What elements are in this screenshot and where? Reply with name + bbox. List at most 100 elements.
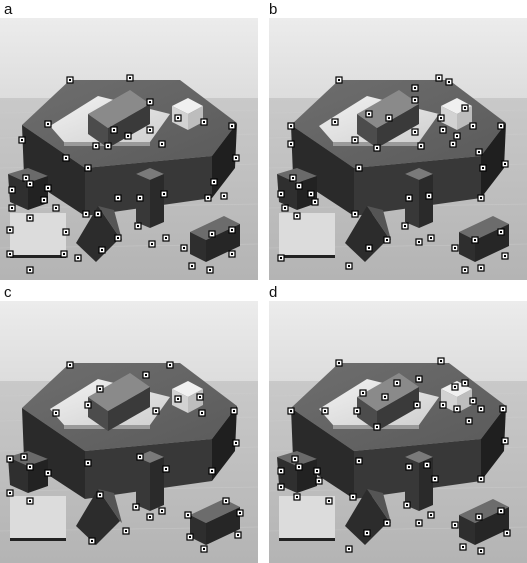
corner-marker-center bbox=[348, 265, 350, 267]
corner-marker-center bbox=[29, 269, 31, 271]
corner-marker-center bbox=[352, 496, 354, 498]
corner-marker-center bbox=[480, 408, 482, 410]
corner-marker-center bbox=[480, 197, 482, 199]
corner-marker-center bbox=[474, 239, 476, 241]
corner-marker-center bbox=[87, 167, 89, 169]
corner-marker-center bbox=[404, 225, 406, 227]
corner-marker-center bbox=[504, 163, 506, 165]
corner-marker-center bbox=[187, 514, 189, 516]
corner-marker-center bbox=[9, 492, 11, 494]
corner-marker-center bbox=[368, 247, 370, 249]
corner-marker-center bbox=[414, 131, 416, 133]
corner-marker-center bbox=[418, 241, 420, 243]
corner-marker-center bbox=[149, 516, 151, 518]
corner-marker-center bbox=[213, 181, 215, 183]
corner-marker-center bbox=[95, 145, 97, 147]
block-scene-image bbox=[269, 18, 527, 280]
corner-marker-center bbox=[456, 408, 458, 410]
corner-marker-center bbox=[406, 504, 408, 506]
corner-marker-center bbox=[376, 147, 378, 149]
corner-marker-center bbox=[91, 540, 93, 542]
corner-marker-center bbox=[290, 143, 292, 145]
corner-marker-center bbox=[201, 412, 203, 414]
corner-marker-center bbox=[23, 456, 25, 458]
corner-marker-center bbox=[502, 408, 504, 410]
corner-marker-center bbox=[368, 113, 370, 115]
corner-marker-center bbox=[149, 101, 151, 103]
corner-marker-center bbox=[235, 157, 237, 159]
corner-marker-center bbox=[169, 364, 171, 366]
corner-marker-center bbox=[209, 269, 211, 271]
corner-marker-center bbox=[65, 231, 67, 233]
corner-marker-center bbox=[129, 77, 131, 79]
panel-label-c: c bbox=[4, 284, 12, 301]
corner-marker-center bbox=[65, 157, 67, 159]
corner-marker-center bbox=[356, 410, 358, 412]
corner-marker-center bbox=[464, 382, 466, 384]
corner-marker-center bbox=[145, 374, 147, 376]
corner-marker-center bbox=[11, 189, 13, 191]
corner-marker-center bbox=[454, 386, 456, 388]
corner-marker-center bbox=[292, 177, 294, 179]
corner-marker-center bbox=[199, 396, 201, 398]
corner-marker-center bbox=[280, 193, 282, 195]
corner-marker-center bbox=[418, 522, 420, 524]
corner-marker-center bbox=[63, 253, 65, 255]
corner-marker-center bbox=[29, 500, 31, 502]
panel-c bbox=[0, 301, 258, 563]
corner-marker-center bbox=[29, 217, 31, 219]
corner-marker-center bbox=[358, 167, 360, 169]
corner-marker-center bbox=[9, 253, 11, 255]
corner-marker-center bbox=[239, 512, 241, 514]
corner-marker-center bbox=[468, 420, 470, 422]
corner-marker-center bbox=[456, 135, 458, 137]
corner-marker-center bbox=[334, 121, 336, 123]
corner-marker-center bbox=[290, 125, 292, 127]
corner-marker-center bbox=[290, 410, 292, 412]
corner-marker-center bbox=[384, 396, 386, 398]
corner-marker-center bbox=[280, 257, 282, 259]
corner-marker-center bbox=[338, 362, 340, 364]
corner-marker-center bbox=[125, 530, 127, 532]
corner-marker-center bbox=[338, 79, 340, 81]
corner-marker-center bbox=[298, 185, 300, 187]
corner-marker-center bbox=[9, 458, 11, 460]
corner-marker-center bbox=[99, 388, 101, 390]
corner-marker-center bbox=[386, 522, 388, 524]
corner-marker-center bbox=[177, 398, 179, 400]
corner-marker-center bbox=[161, 143, 163, 145]
corner-marker-center bbox=[29, 466, 31, 468]
corner-marker-center bbox=[386, 239, 388, 241]
corner-marker-center bbox=[165, 237, 167, 239]
corner-marker-center bbox=[161, 510, 163, 512]
corner-marker-center bbox=[448, 81, 450, 83]
corner-marker-center bbox=[21, 139, 23, 141]
corner-marker-center bbox=[500, 510, 502, 512]
corner-marker-center bbox=[464, 269, 466, 271]
corner-marker-center bbox=[454, 524, 456, 526]
panel-label-d: d bbox=[269, 284, 278, 301]
corner-marker-center bbox=[396, 382, 398, 384]
corner-marker-center bbox=[442, 129, 444, 131]
corner-marker-center bbox=[464, 107, 466, 109]
corner-marker-center bbox=[77, 257, 79, 259]
corner-marker-center bbox=[149, 129, 151, 131]
corner-marker-center bbox=[324, 410, 326, 412]
block-scene-image bbox=[269, 301, 527, 563]
corner-marker-center bbox=[99, 494, 101, 496]
corner-marker-center bbox=[314, 201, 316, 203]
corner-marker-center bbox=[155, 410, 157, 412]
corner-marker-center bbox=[55, 412, 57, 414]
corner-marker-center bbox=[117, 197, 119, 199]
corner-marker-center bbox=[284, 207, 286, 209]
corner-marker-center bbox=[237, 534, 239, 536]
corner-marker-center bbox=[480, 550, 482, 552]
corner-marker-center bbox=[362, 392, 364, 394]
corner-marker-center bbox=[139, 197, 141, 199]
corner-marker-center bbox=[233, 410, 235, 412]
corner-marker-center bbox=[500, 125, 502, 127]
corner-marker-center bbox=[408, 466, 410, 468]
corner-marker-center bbox=[504, 440, 506, 442]
corner-marker-center bbox=[203, 121, 205, 123]
corner-marker-center bbox=[408, 197, 410, 199]
